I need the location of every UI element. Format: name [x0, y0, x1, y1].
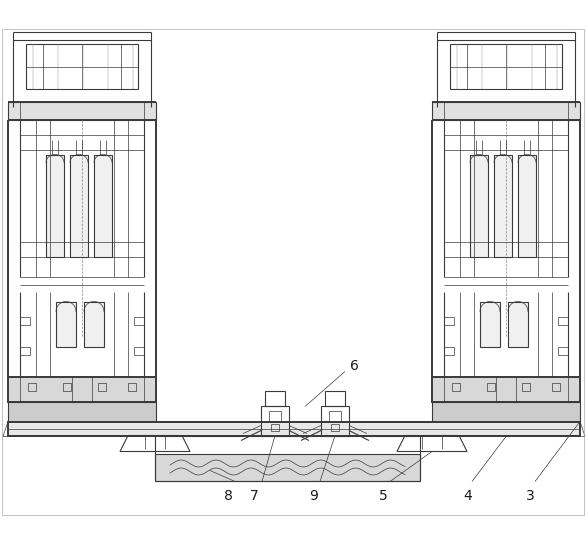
Bar	[8, 102, 156, 119]
Bar	[269, 411, 281, 420]
Bar	[329, 411, 341, 420]
Bar	[444, 346, 454, 355]
Bar	[8, 421, 580, 435]
Bar	[432, 102, 580, 119]
Bar	[450, 43, 562, 89]
Bar	[522, 382, 530, 390]
Text: 8: 8	[224, 489, 233, 502]
Bar	[558, 376, 568, 384]
Bar	[28, 382, 36, 390]
Text: 6: 6	[350, 359, 359, 374]
Bar	[84, 301, 104, 346]
Bar	[98, 382, 106, 390]
Bar	[558, 346, 568, 355]
Bar	[487, 382, 495, 390]
Bar	[20, 376, 30, 384]
Bar	[271, 424, 279, 431]
Bar	[134, 317, 144, 325]
Bar	[470, 155, 488, 256]
Bar	[432, 401, 580, 421]
Bar	[8, 376, 156, 401]
Bar	[444, 317, 454, 325]
Text: 5: 5	[379, 489, 387, 502]
Text: 7: 7	[250, 489, 258, 502]
Bar	[155, 453, 420, 481]
Bar	[26, 43, 138, 89]
Bar	[63, 382, 71, 390]
Bar	[558, 317, 568, 325]
Bar	[480, 301, 500, 346]
Bar	[325, 390, 345, 406]
Bar	[134, 376, 144, 384]
Bar	[20, 317, 30, 325]
Bar	[494, 155, 512, 256]
Bar	[331, 424, 339, 431]
Bar	[46, 155, 64, 256]
Bar	[552, 382, 560, 390]
Bar	[70, 155, 88, 256]
Bar	[261, 406, 289, 435]
Text: 3: 3	[526, 489, 534, 502]
Text: 9: 9	[309, 489, 318, 502]
Text: 4: 4	[464, 489, 472, 502]
Bar	[508, 301, 528, 346]
Bar	[56, 301, 76, 346]
Bar	[432, 376, 580, 401]
Bar	[134, 346, 144, 355]
Bar	[265, 390, 285, 406]
Bar	[128, 382, 136, 390]
Bar	[518, 155, 536, 256]
Bar	[452, 382, 460, 390]
Bar	[444, 376, 454, 384]
Bar	[94, 155, 112, 256]
Bar	[8, 401, 156, 421]
Bar	[321, 406, 349, 435]
Bar	[20, 346, 30, 355]
